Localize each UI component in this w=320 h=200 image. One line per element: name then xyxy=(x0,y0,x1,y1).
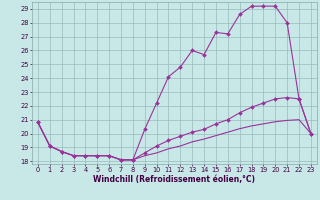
X-axis label: Windchill (Refroidissement éolien,°C): Windchill (Refroidissement éolien,°C) xyxy=(93,175,255,184)
